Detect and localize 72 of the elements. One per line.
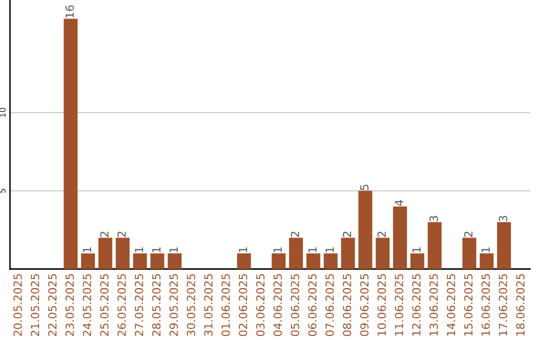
data-label: 2: [377, 232, 386, 237]
data-label: 1: [326, 247, 334, 252]
x-tick-label: 04.06.2025: [273, 274, 282, 336]
x-tick-label: 12.06.2025: [412, 274, 421, 336]
x-tick-label: 18.06.2025: [516, 274, 525, 336]
bar: [272, 253, 286, 269]
data-label: 1: [274, 247, 282, 252]
data-label: 2: [100, 232, 108, 237]
data-label: 1: [412, 247, 420, 252]
data-label: 2: [464, 232, 472, 237]
x-tick-label: 09.06.2025: [360, 274, 369, 336]
bar: [306, 253, 320, 269]
data-label: 16: [65, 5, 74, 18]
x-tick-label: 13.06.2025: [429, 274, 438, 336]
bar: [150, 253, 164, 269]
bar: [376, 238, 390, 269]
x-tick-label: 20.05.2025: [13, 274, 22, 336]
x-tick-label: 14.06.2025: [446, 274, 456, 336]
x-tick-label: 11.06.2025: [394, 274, 404, 336]
x-tick-label: 03.06.2025: [256, 274, 265, 336]
bar: [410, 253, 424, 269]
data-label: 1: [482, 247, 490, 252]
bar: [133, 253, 147, 269]
x-tick-label: 21.05.2025: [30, 274, 40, 336]
data-label: 1: [152, 247, 160, 252]
data-label: 1: [82, 247, 92, 252]
x-tick-label: 22.05.2025: [48, 274, 57, 336]
bar: [98, 238, 112, 269]
data-label: 5: [360, 184, 369, 190]
bar: [289, 238, 303, 269]
data-label: 3: [498, 216, 508, 222]
bar: [237, 253, 251, 269]
x-tick-label: 06.06.2025: [308, 274, 317, 336]
x-tick-label: 24.05.2025: [82, 274, 92, 336]
x-tick-label: 29.05.2025: [169, 274, 178, 336]
bar: [428, 222, 442, 269]
x-tick-label: 27.05.2025: [134, 274, 144, 336]
x-tick-label: 28.05.2025: [152, 274, 161, 336]
data-label: 1: [134, 247, 144, 252]
data-label: 1: [238, 247, 248, 252]
x-tick-label: 07.06.2025: [325, 274, 334, 336]
x-tick-label: 16.06.2025: [481, 274, 490, 336]
data-label: 1: [308, 247, 316, 252]
data-label: 2: [290, 232, 300, 237]
bar: [462, 238, 476, 269]
data-label: 4: [394, 200, 404, 206]
bar: [480, 253, 494, 269]
x-tick-label: 10.06.2025: [377, 274, 386, 336]
x-tick-label: 01.06.2025: [221, 274, 230, 336]
bar: [168, 253, 182, 269]
bar: [393, 206, 407, 269]
bar: [497, 222, 511, 269]
data-label: 2: [117, 232, 126, 237]
bar: [341, 238, 355, 269]
bar: [64, 18, 78, 269]
bar: [358, 190, 372, 269]
x-tick-label: 31.05.2025: [204, 274, 213, 336]
x-tick-label: 30.05.2025: [186, 274, 196, 336]
x-tick-label: 05.06.2025: [290, 274, 300, 336]
x-tick-label: 15.06.2025: [464, 274, 473, 336]
x-tick-label: 08.06.2025: [342, 274, 352, 336]
x-tick-label: 26.05.2025: [117, 274, 126, 336]
bar: [81, 253, 95, 269]
x-tick-label: 23.05.2025: [65, 274, 74, 336]
bar: [324, 253, 338, 269]
bar: [116, 238, 130, 269]
x-tick-label: 17.06.2025: [498, 274, 508, 336]
data-label: 2: [342, 232, 352, 237]
x-tick-label: 02.06.2025: [238, 274, 248, 336]
x-tick-label: 25.05.2025: [100, 274, 109, 336]
data-label: 1: [170, 247, 178, 252]
data-label: 3: [429, 216, 438, 222]
